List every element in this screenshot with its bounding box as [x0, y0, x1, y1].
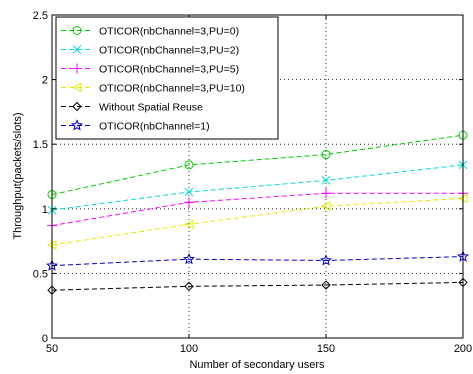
legend-entry: OTICOR(nbChannel=3,PU=2)	[61, 45, 239, 57]
x-tick-label: 200	[454, 343, 472, 355]
series-line	[51, 134, 464, 196]
data-point-marker	[320, 254, 332, 266]
data-point-marker	[184, 281, 194, 292]
legend-entry: Without Spatial Reuse	[61, 102, 203, 114]
data-point-marker	[182, 252, 196, 265]
data-point-marker	[321, 150, 331, 160]
series-line	[51, 164, 464, 211]
y-axis-label: Throughput(packets/slots)	[12, 112, 24, 239]
legend: OTICOR(nbChannel=3,PU=0) OTICOR(nbChannel…	[55, 16, 279, 140]
legend-box	[55, 16, 279, 140]
series-line	[51, 256, 464, 267]
data-point-marker	[184, 197, 194, 208]
x-tick-label: 150	[317, 343, 335, 355]
data-point-marker	[184, 187, 194, 197]
legend-label: Without Spatial Reuse	[99, 102, 203, 114]
data-point-marker	[321, 280, 331, 290]
legend-entry: OTICOR(nbChannel=3,PU=5)	[61, 63, 239, 76]
data-point-marker	[321, 188, 331, 199]
data-point-marker	[72, 45, 82, 54]
legend-label: OTICOR(nbChannel=3,PU=2)	[99, 45, 239, 57]
y-tick-label: 2	[42, 75, 48, 87]
legend-label: OTICOR(nbChannel=3,PU=5)	[99, 64, 239, 76]
data-point-marker	[321, 176, 331, 185]
legend-label: OTICOR(nbChannel=3,PU=10)	[99, 83, 245, 95]
legend-entry: OTICOR(nbChannel=3,PU=0)	[61, 26, 239, 38]
series-line	[51, 197, 464, 246]
y-tick-label: 0.5	[33, 268, 48, 280]
data-point-marker	[320, 201, 331, 212]
plot-frame	[51, 14, 464, 339]
data-point-marker	[71, 119, 83, 131]
y-tick-label: 1	[42, 204, 48, 216]
data-point-marker	[183, 219, 194, 230]
legend-entry: OTICOR(nbChannel=1)	[61, 119, 210, 133]
legend-label: OTICOR(nbChannel=1)	[99, 121, 210, 133]
legend-entry: OTICOR(nbChannel=3,PU=10)	[61, 83, 245, 95]
x-axis-label: Number of secondary users	[189, 359, 325, 371]
data-point-marker	[71, 82, 82, 93]
data-point-marker	[72, 101, 82, 112]
data-point-marker	[72, 63, 82, 74]
series-line	[51, 281, 464, 291]
axis-ticks: 50 100 150 200 0 0.5 1 1.5 2 2.5	[33, 10, 472, 355]
series-line	[51, 192, 463, 227]
data-point-marker	[72, 26, 82, 35]
legend-label: OTICOR(nbChannel=3,PU=0)	[99, 26, 239, 38]
y-tick-label: 1.5	[33, 139, 48, 151]
y-tick-label: 0	[42, 333, 48, 345]
data-point-marker	[184, 160, 194, 170]
x-tick-label: 50	[46, 343, 58, 355]
y-tick-label: 2.5	[33, 10, 48, 22]
x-tick-label: 100	[180, 343, 198, 355]
